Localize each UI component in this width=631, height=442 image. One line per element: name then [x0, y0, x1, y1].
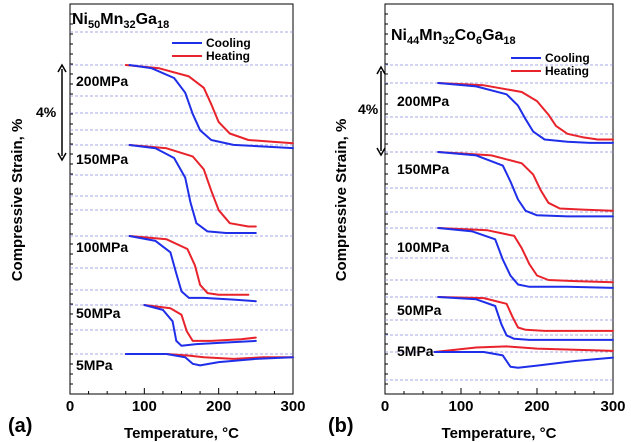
panel-b: 0 100 200 300 Temperature, °C Compressive Str… — [328, 3, 626, 442]
cooling-curve-100mpa — [437, 227, 614, 289]
title-element: Co — [455, 27, 477, 44]
title-element: Ga — [482, 27, 503, 44]
legend-label: Cooling — [545, 51, 590, 65]
title-subscript: 18 — [503, 35, 515, 47]
heating-curve-50mpa — [437, 296, 614, 332]
title-subscript: 50 — [88, 19, 100, 31]
x-tick-label: 0 — [66, 398, 74, 415]
stress-label: 150MPa — [397, 161, 449, 177]
title-subscript: 18 — [157, 19, 169, 31]
panel-label: (a) — [8, 415, 32, 437]
legend-label: Cooling — [206, 36, 251, 50]
cooling-curve-150mpa — [437, 151, 614, 218]
panel-a: 0 100 200 300 Temperature, °C Compressive Str… — [8, 3, 306, 442]
title-subscript: 44 — [407, 35, 420, 47]
cooling-curve-200mpa — [128, 64, 294, 150]
legend-label: Heating — [206, 49, 250, 63]
cooling-curve-5mpa — [124, 353, 294, 367]
stress-label: 5MPa — [76, 357, 113, 373]
x-tick-label: 300 — [280, 398, 305, 415]
heating-curve-200mpa — [437, 82, 614, 141]
scale-bar-arrow-up — [57, 63, 67, 73]
title-element: Mn — [419, 27, 442, 44]
title-subscript: 32 — [442, 35, 454, 47]
x-tick-label: 100 — [448, 398, 473, 415]
y-axis-label: Compressive Strain, % — [333, 119, 350, 282]
x-tick-label: 0 — [381, 398, 389, 415]
heating-curve-150mpa — [437, 151, 614, 212]
cooling-curve-150mpa — [128, 144, 257, 234]
x-tick-label: 200 — [206, 398, 231, 415]
chart-title: Ni50Mn32Ga18 — [72, 11, 169, 31]
stress-label: 150MPa — [76, 151, 128, 167]
cooling-curve-100mpa — [128, 235, 257, 303]
stress-label: 50MPa — [76, 305, 121, 321]
stress-label: 5MPa — [397, 343, 434, 359]
heating-curve-100mpa — [437, 227, 614, 284]
stress-label: 100MPa — [397, 239, 449, 255]
title-subscript: 32 — [123, 19, 135, 31]
stress-label: 200MPa — [397, 93, 449, 109]
x-tick-label: 100 — [132, 398, 157, 415]
scale-bar-arrow-up — [376, 65, 386, 75]
heating-curve-150mpa — [128, 144, 257, 228]
cooling-curve-50mpa — [437, 296, 614, 341]
title-element: Ni — [391, 27, 407, 44]
x-tick-label: 200 — [524, 398, 549, 415]
heating-curve-200mpa — [124, 64, 294, 145]
x-axis-label: Temperature, °C — [442, 425, 557, 442]
stress-label: 100MPa — [76, 239, 128, 255]
scale-bar-arrow-down — [57, 152, 67, 162]
plot-frame — [69, 3, 294, 395]
heating-curve-100mpa — [128, 235, 250, 296]
title-subscript: 6 — [476, 35, 482, 47]
scale-bar-label: 4% — [358, 101, 379, 117]
heating-curve-5mpa — [433, 345, 614, 353]
scale-bar-label: 4% — [36, 104, 57, 120]
title-element: Ga — [136, 11, 157, 28]
scale-bar-arrow-down — [376, 147, 386, 157]
legend-label: Heating — [545, 64, 589, 78]
x-axis-label: Temperature, °C — [124, 425, 239, 442]
cooling-curve-200mpa — [437, 82, 614, 144]
heating-curve-50mpa — [143, 304, 257, 342]
y-axis-label: Compressive Strain, % — [9, 119, 26, 282]
cooling-curve-50mpa — [143, 304, 257, 347]
title-element: Ni — [72, 11, 88, 28]
stress-label: 50MPa — [397, 302, 442, 318]
stress-label: 200MPa — [76, 73, 128, 89]
x-tick-label: 300 — [600, 398, 625, 415]
chart-title: Ni44Mn32Co6Ga18 — [391, 27, 516, 47]
panel-label: (b) — [328, 415, 354, 437]
cooling-curve-5mpa — [433, 351, 614, 369]
title-element: Mn — [100, 11, 123, 28]
